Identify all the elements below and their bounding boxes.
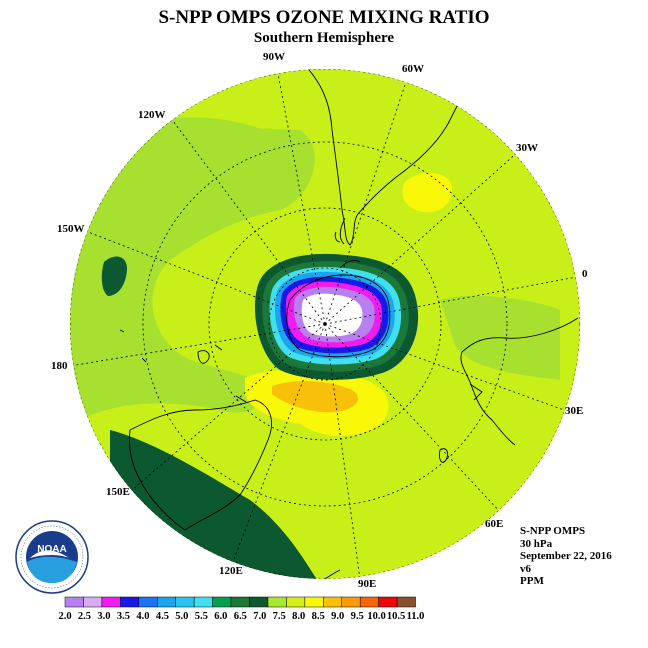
- legend-swatch-10: [249, 596, 269, 608]
- legend-swatch-3: [120, 596, 140, 608]
- legend-swatch-18: [396, 596, 416, 608]
- lon-label-90w: 90W: [263, 51, 285, 63]
- legend-swatch-8: [212, 596, 232, 608]
- field-7-5-north: [160, 117, 300, 210]
- legend-label-10: 7.0: [253, 611, 266, 622]
- legend-label-12: 8.0: [292, 611, 305, 622]
- legend-label-15: 9.5: [351, 611, 364, 622]
- map-subtitle: Southern Hemisphere: [253, 30, 395, 46]
- legend-label-13: 8.5: [312, 611, 325, 622]
- legend-label-17: 10.5: [387, 611, 405, 622]
- legend-swatch-2: [101, 596, 121, 608]
- lon-label-120e: 120E: [219, 565, 243, 577]
- legend-label-7: 5.5: [195, 611, 208, 622]
- legend-label-18: 11.0: [407, 611, 425, 622]
- legend-label-14: 9.0: [331, 611, 344, 622]
- missing-data-pole: [301, 293, 363, 337]
- info-date: September 22, 2016: [520, 550, 612, 563]
- legend-swatch-0: [64, 596, 84, 608]
- legend-label-6: 5.0: [175, 611, 188, 622]
- legend-label-3: 3.5: [117, 611, 130, 622]
- legend-label-1: 2.5: [78, 611, 91, 622]
- legend-swatch-16: [359, 596, 379, 608]
- legend-swatch-12: [286, 596, 306, 608]
- coastlines: [119, 69, 579, 579]
- legend-swatch-15: [341, 596, 361, 608]
- info-version: v6: [520, 562, 531, 575]
- legend-swatch-6: [175, 596, 195, 608]
- legend-label-8: 6.0: [214, 611, 227, 622]
- lon-label-30e: 30E: [565, 405, 584, 417]
- noaa-logo-text: NOAA: [37, 544, 66, 555]
- longitude-grid: [70, 69, 580, 579]
- lon-label-30w: 30W: [516, 142, 538, 154]
- legend-swatch-17: [378, 596, 398, 608]
- lon-label-180: 180: [51, 360, 68, 372]
- legend-swatch-1: [83, 596, 103, 608]
- legend-label-0: 2.0: [58, 611, 71, 622]
- legend-swatch-13: [304, 596, 324, 608]
- legend-label-5: 4.5: [156, 611, 169, 622]
- latitude-grid: [70, 69, 580, 579]
- info-level: 30 hPa: [520, 537, 553, 550]
- legend-label-11: 7.5: [273, 611, 286, 622]
- lon-label-120w: 120W: [138, 109, 166, 121]
- legend-swatch-7: [193, 596, 213, 608]
- lon-label-0: 0: [582, 268, 588, 280]
- info-block: S-NPP OMPS 30 hPa September 22, 2016 v6 …: [520, 525, 612, 588]
- lon-label-60e: 60E: [485, 518, 504, 530]
- map-title: S-NPP OMPS OZONE MIXING RATIO: [158, 7, 490, 28]
- legend-swatch-4: [138, 596, 158, 608]
- legend-swatch-11: [267, 596, 287, 608]
- info-units: PPM: [520, 575, 544, 588]
- legend-label-4: 4.0: [136, 611, 149, 622]
- lon-label-90e: 90E: [358, 578, 377, 590]
- lon-label-150w: 150W: [57, 223, 85, 235]
- info-instrument: S-NPP OMPS: [520, 525, 586, 537]
- field-7-0-west-patch: [101, 256, 128, 296]
- legend-label-9: 6.5: [234, 611, 247, 622]
- legend-swatch-14: [323, 596, 342, 608]
- lon-label-150e: 150E: [106, 486, 130, 498]
- legend-label-2: 3.0: [97, 611, 110, 622]
- noaa-logo: NOAA: [15, 520, 89, 594]
- legend-swatch-9: [230, 596, 250, 608]
- lon-label-60w: 60W: [402, 63, 424, 75]
- legend-label-16: 10.0: [367, 611, 385, 622]
- legend-swatch-5: [157, 596, 176, 608]
